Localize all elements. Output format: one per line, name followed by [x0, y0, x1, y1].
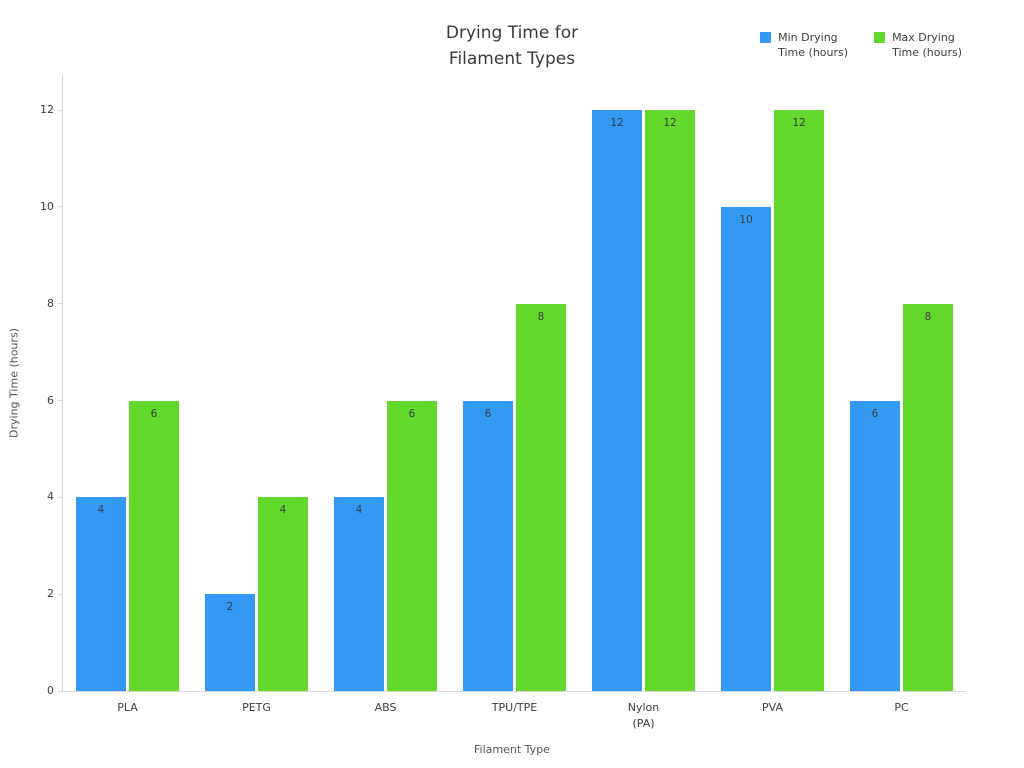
bar-value-label: 12 — [610, 117, 624, 129]
bar-value-label: 6 — [150, 407, 158, 420]
bar-min-4 — [592, 110, 642, 691]
legend-swatch — [874, 32, 886, 43]
x-axis-label: Filament Type — [474, 743, 550, 756]
legend-label: Max Drying Time (hours) — [892, 31, 962, 60]
y-axis-label: Drying Time (hours) — [7, 328, 21, 438]
y-tick-mark — [58, 496, 63, 498]
bar-value-label: 6 — [484, 407, 492, 420]
y-tick-mark — [58, 400, 63, 401]
y-tick-mark — [58, 593, 63, 595]
x-tick-label-0: PLA — [117, 701, 138, 714]
bar-min-0 — [76, 497, 126, 691]
bar-max-0 — [129, 400, 179, 691]
y-tick-mark — [58, 690, 63, 692]
bar-value-label: 6 — [408, 407, 416, 420]
y-tick-label: 0 — [47, 684, 54, 697]
x-tick-label-1: PETG — [242, 701, 271, 714]
bar-value-label: 10 — [739, 213, 753, 226]
chart-title: Drying Time for Filament Types — [445, 23, 579, 70]
y-tick-label: 2 — [47, 587, 54, 601]
y-tick-mark — [58, 206, 63, 208]
x-tick-label-6: PC — [894, 701, 909, 714]
bar-value-label: 12 — [792, 117, 806, 129]
bar-max-1 — [258, 497, 308, 691]
y-tick-label: 8 — [47, 296, 54, 310]
bar-max-4 — [645, 110, 695, 691]
bar-min-6 — [850, 400, 900, 691]
bar-max-3 — [516, 303, 566, 691]
bar-value-label: 12 — [663, 117, 677, 129]
x-tick-label-3: TPU/TPE — [491, 701, 538, 714]
bar-min-3 — [463, 400, 513, 691]
legend-item-1: Max Drying Time (hours) — [874, 30, 962, 61]
y-tick-label: 6 — [47, 393, 54, 407]
legend-label: Min Drying Time (hours) — [778, 31, 849, 60]
bar-value-label: 4 — [279, 504, 287, 517]
y-tick-label: 10 — [40, 199, 54, 213]
bar-max-5 — [774, 110, 824, 691]
bar-value-label: 6 — [871, 407, 879, 420]
bar-max-6 — [903, 303, 953, 691]
y-tick-mark — [58, 303, 63, 305]
bar-value-label: 4 — [355, 504, 363, 517]
bar-min-1 — [205, 594, 255, 691]
legend-swatch — [760, 32, 772, 43]
x-tick-label-4: Nylon (PA) — [627, 701, 660, 730]
x-tick-label-5: PVA — [762, 701, 783, 714]
y-tick-mark — [58, 109, 63, 111]
legend: Min Drying Time (hours) Max Drying Time (… — [760, 30, 962, 61]
plot-area: 0 2 4 6 8 10 12 4 2 4 6 12 10 6 6 4 6 8 12 12 8 PLA PETG ABS TPU… — [40, 75, 966, 730]
x-tick-label-2: ABS — [374, 701, 397, 714]
bar-value-label: 4 — [97, 504, 105, 517]
bar-value-label: 2 — [226, 601, 234, 614]
y-tick-label: 12 — [40, 103, 54, 116]
bar-max-2 — [387, 400, 437, 691]
bar-value-label: 8 — [537, 310, 545, 323]
bar-min-2 — [334, 497, 384, 691]
y-tick-label: 4 — [47, 490, 54, 504]
legend-item-0: Min Drying Time (hours) — [760, 30, 848, 61]
bar-value-label: 8 — [924, 310, 932, 323]
bar-min-5 — [721, 206, 771, 691]
